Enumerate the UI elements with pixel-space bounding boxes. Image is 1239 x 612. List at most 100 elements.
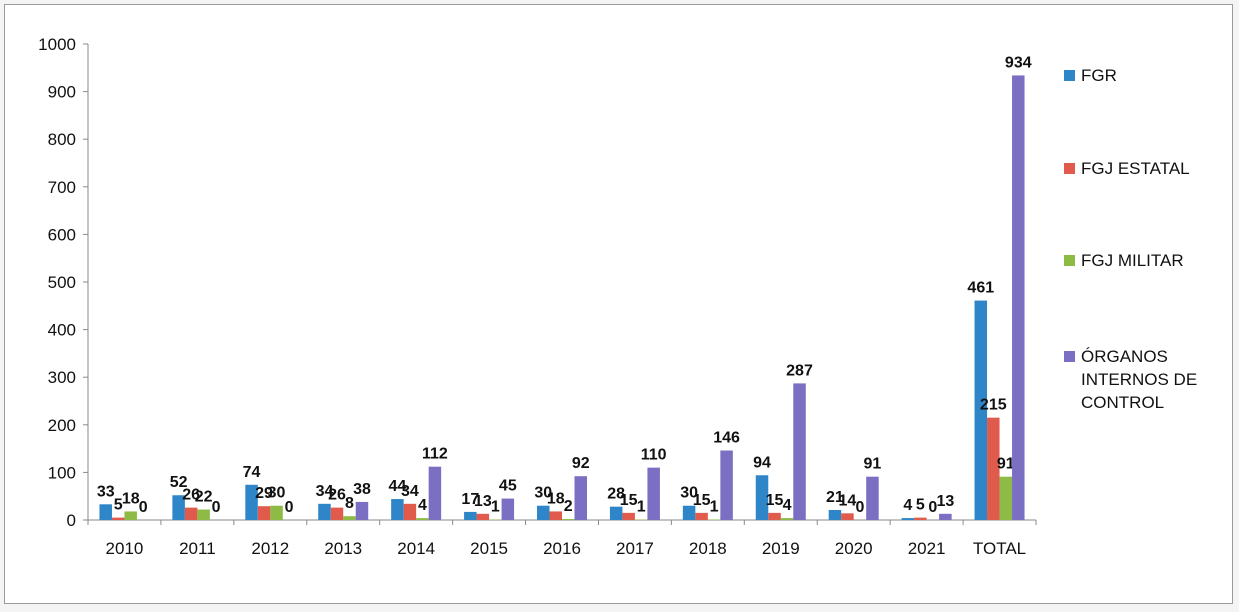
bar xyxy=(622,512,635,520)
legend-swatch xyxy=(1064,70,1075,81)
data-label: 1 xyxy=(491,499,500,516)
data-label: 28 xyxy=(607,486,625,503)
data-label: 5 xyxy=(916,497,925,514)
y-tick-label: 900 xyxy=(48,83,76,102)
data-label: 45 xyxy=(499,478,517,495)
data-label: 91 xyxy=(864,456,882,473)
y-tick-label: 800 xyxy=(48,130,76,149)
data-label: 146 xyxy=(713,430,740,447)
data-label: 17 xyxy=(461,491,479,508)
y-tick-label: 200 xyxy=(48,416,76,435)
x-tick-label: 2012 xyxy=(251,539,289,558)
data-label: 4 xyxy=(783,497,792,514)
data-label: 15 xyxy=(766,492,784,509)
bar xyxy=(124,511,137,520)
x-tick-label: 2017 xyxy=(616,539,654,558)
bar xyxy=(647,467,660,520)
data-label: 4 xyxy=(903,497,912,514)
bar xyxy=(682,505,696,520)
bar xyxy=(841,513,854,520)
data-label: 30 xyxy=(268,485,286,502)
data-label: 112 xyxy=(422,446,448,463)
data-label: 0 xyxy=(139,499,148,516)
data-label: 215 xyxy=(980,397,1007,414)
bar xyxy=(720,450,733,520)
data-label: 34 xyxy=(316,483,334,500)
y-tick-label: 500 xyxy=(48,273,76,292)
bar xyxy=(939,513,952,520)
legend-label: FGJ MILITAR xyxy=(1081,251,1184,270)
bar xyxy=(866,476,879,520)
x-tick-label: 2010 xyxy=(106,539,144,558)
x-tick-label: 2016 xyxy=(543,539,581,558)
data-label: 1 xyxy=(710,499,719,516)
data-label: 2 xyxy=(564,498,573,515)
bar xyxy=(257,506,271,520)
data-label: 52 xyxy=(170,474,188,491)
y-tick-label: 0 xyxy=(67,511,76,530)
bar xyxy=(403,503,417,520)
bar xyxy=(562,519,575,520)
bar xyxy=(172,495,185,520)
bar xyxy=(780,518,794,520)
y-tick-label: 300 xyxy=(48,368,76,387)
legend-label: CONTROL xyxy=(1081,393,1164,412)
data-label: 30 xyxy=(534,485,552,502)
legend-label: FGJ ESTATAL xyxy=(1081,159,1190,178)
data-label: 13 xyxy=(936,493,954,510)
x-tick-label: 2021 xyxy=(908,539,946,558)
data-label: 21 xyxy=(826,489,844,506)
data-label: 30 xyxy=(680,485,698,502)
legend-swatch xyxy=(1064,351,1075,362)
bar xyxy=(609,506,623,520)
bar xyxy=(245,484,258,520)
bar xyxy=(901,518,915,520)
bar xyxy=(343,516,356,520)
x-tick-label: 2015 xyxy=(470,539,508,558)
data-label: 13 xyxy=(474,493,492,510)
bar xyxy=(355,501,369,520)
bar xyxy=(1012,75,1025,520)
legend-swatch xyxy=(1064,255,1075,266)
bar xyxy=(793,383,806,520)
legend-label: INTERNOS DE xyxy=(1081,370,1197,389)
data-label: 26 xyxy=(182,487,200,504)
x-tick-label: 2011 xyxy=(179,539,216,558)
bar xyxy=(476,513,490,520)
data-label: 8 xyxy=(345,495,354,512)
bar xyxy=(695,512,708,520)
bar xyxy=(768,512,781,520)
bar xyxy=(974,300,988,520)
data-label: 5 xyxy=(114,497,123,514)
bar xyxy=(416,518,429,520)
bar xyxy=(549,511,562,520)
y-tick-label: 1000 xyxy=(38,35,76,54)
data-label: 0 xyxy=(928,499,937,516)
y-tick-label: 100 xyxy=(48,463,76,482)
bar xyxy=(828,510,842,520)
bar xyxy=(537,505,550,520)
data-label: 18 xyxy=(547,490,565,507)
data-label: 4 xyxy=(418,497,427,514)
y-tick-label: 400 xyxy=(48,321,76,340)
data-label: 461 xyxy=(967,280,994,297)
y-tick-label: 700 xyxy=(48,178,76,197)
data-label: 44 xyxy=(389,478,407,495)
legend-label: FGR xyxy=(1081,66,1117,85)
x-tick-label: 2019 xyxy=(762,539,800,558)
data-label: 33 xyxy=(97,483,115,500)
x-tick-label: 2018 xyxy=(689,539,727,558)
data-label: 15 xyxy=(620,492,638,509)
x-tick-label: 2020 xyxy=(835,539,873,558)
bar xyxy=(330,507,344,520)
data-label: 74 xyxy=(243,464,261,481)
x-tick-label: 2013 xyxy=(324,539,362,558)
data-label: 38 xyxy=(353,481,371,498)
y-tick-label: 600 xyxy=(48,225,76,244)
data-label: 34 xyxy=(401,483,419,500)
bar xyxy=(197,509,210,520)
bar xyxy=(999,476,1013,520)
bar xyxy=(501,498,515,520)
bar xyxy=(987,417,1000,520)
